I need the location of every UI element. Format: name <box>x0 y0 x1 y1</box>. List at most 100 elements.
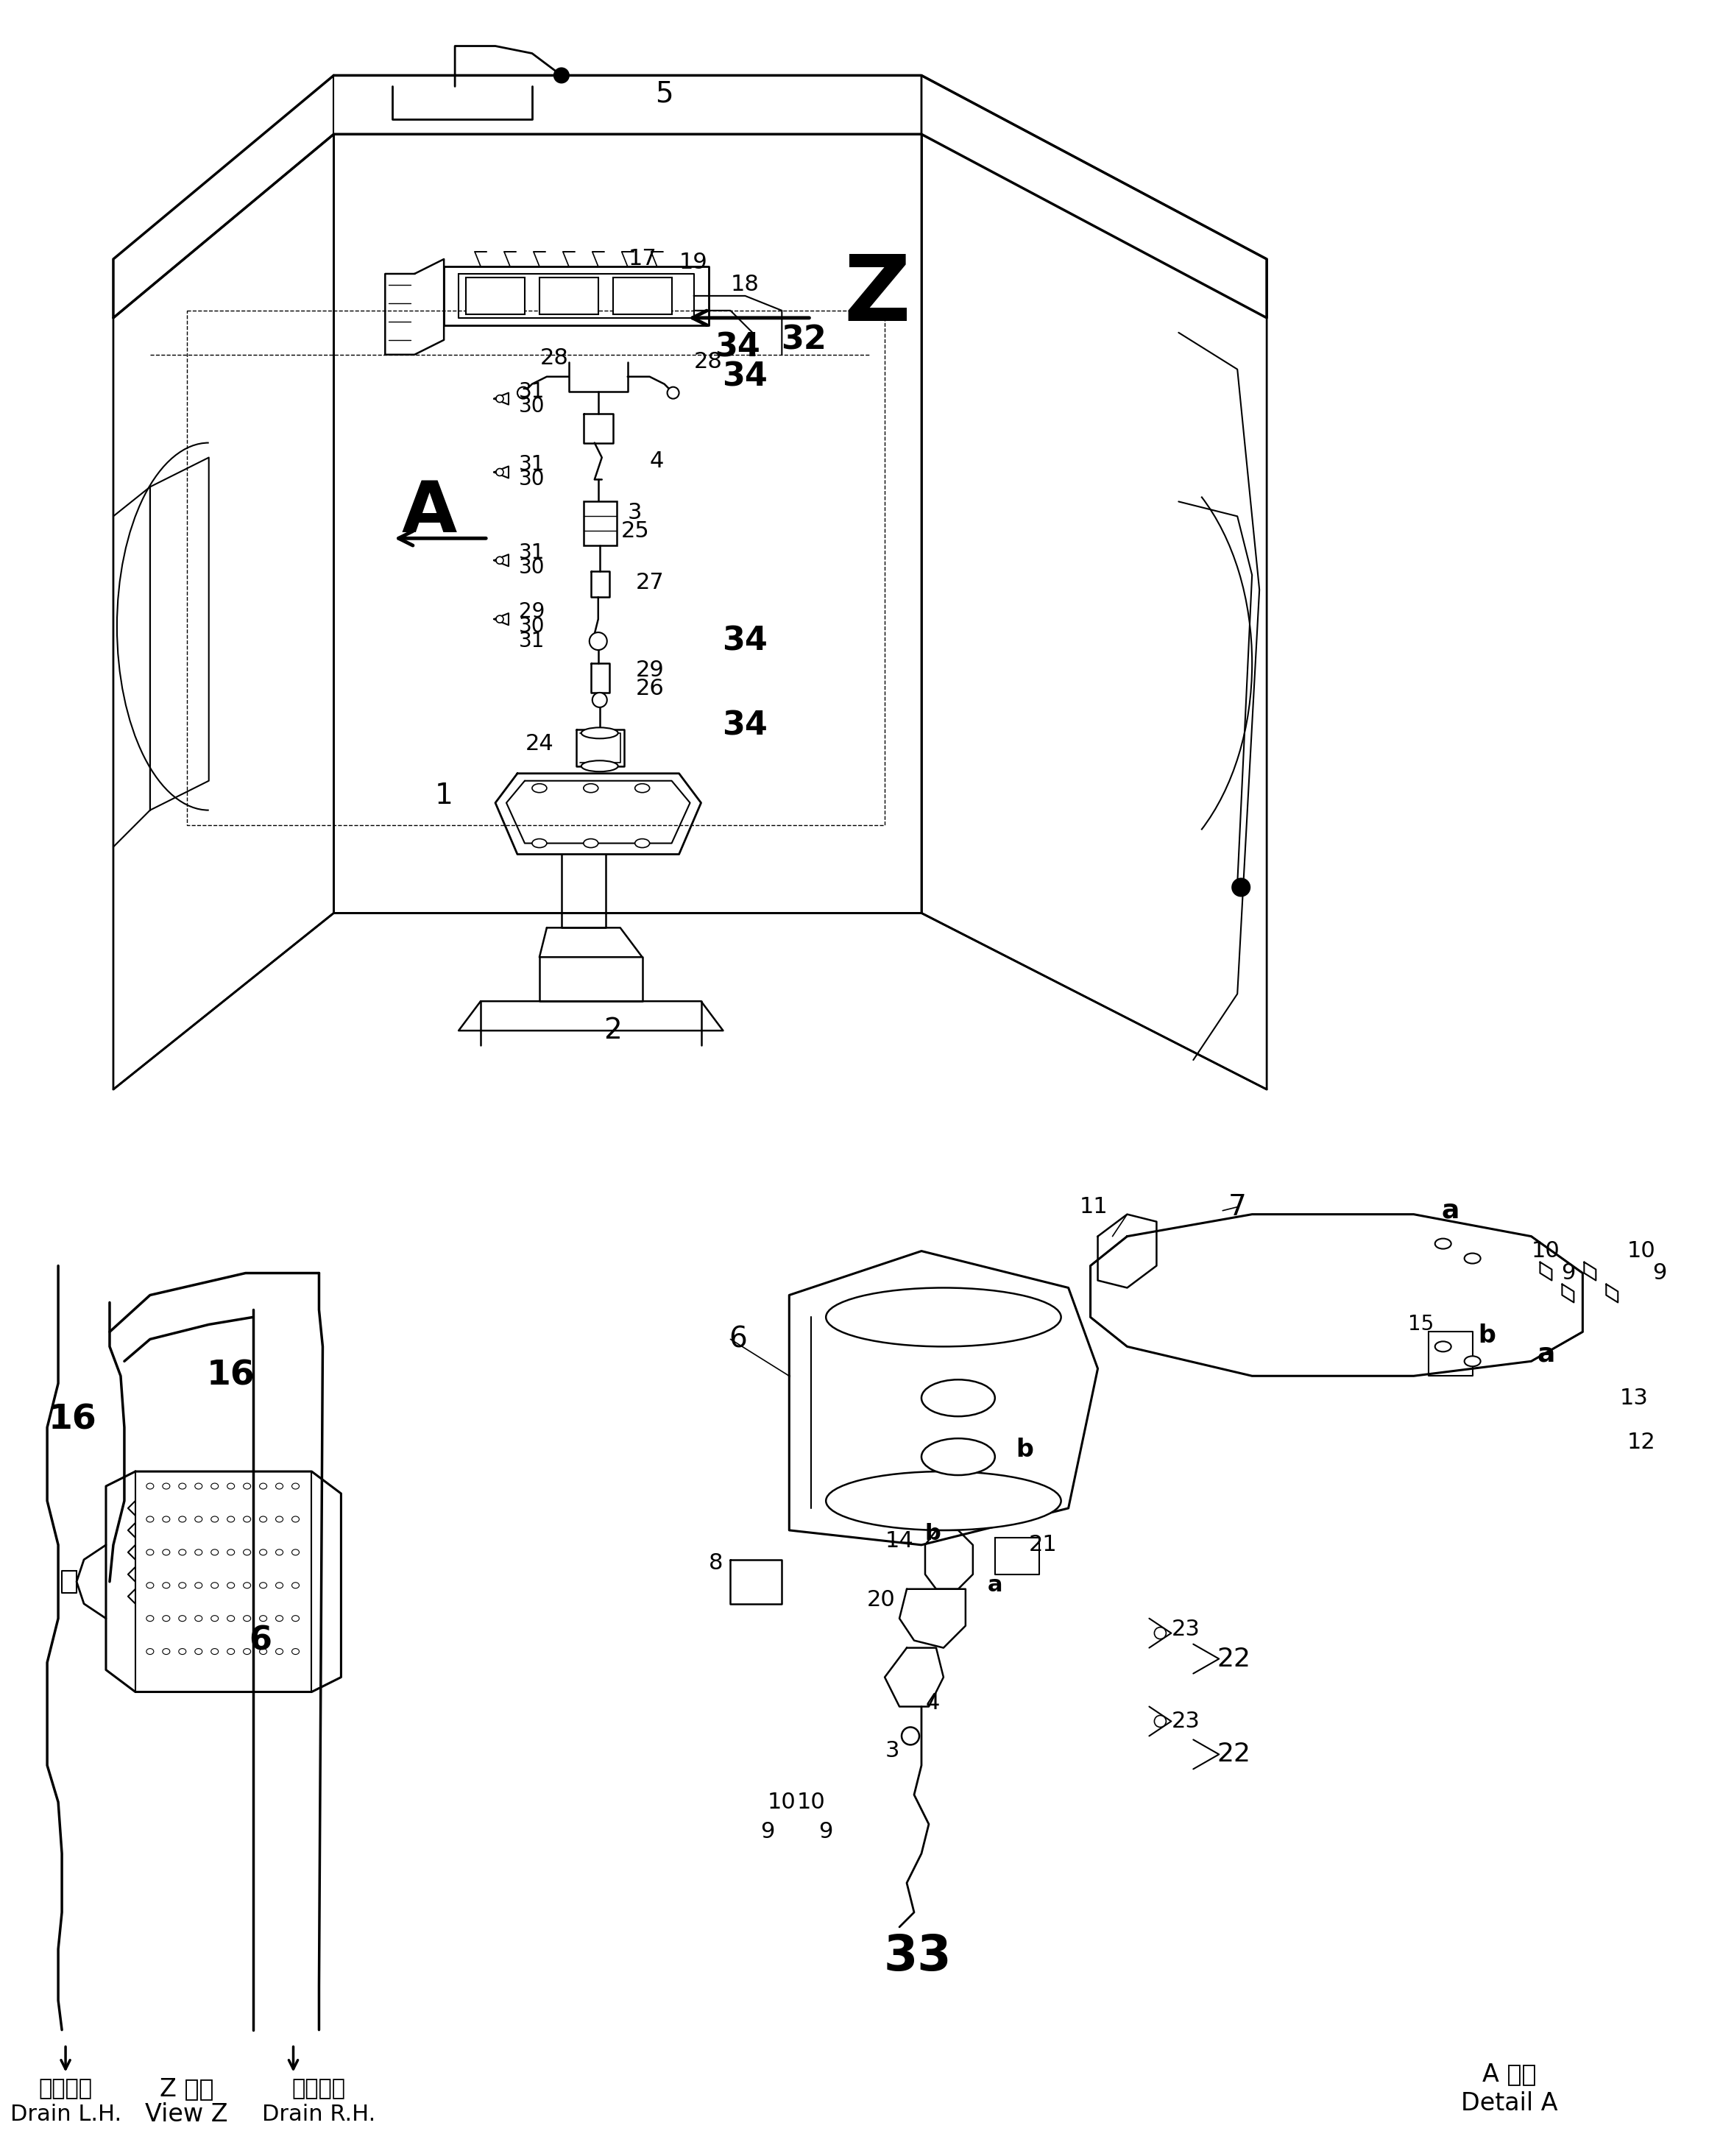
Text: ドレン左: ドレン左 <box>38 2078 92 2100</box>
Circle shape <box>590 632 607 649</box>
Ellipse shape <box>1465 1356 1481 1367</box>
Text: 3: 3 <box>628 502 642 524</box>
Text: 6: 6 <box>728 1326 747 1354</box>
Ellipse shape <box>260 1483 267 1490</box>
Ellipse shape <box>1436 1341 1451 1352</box>
Circle shape <box>517 386 529 399</box>
Ellipse shape <box>163 1615 170 1621</box>
Ellipse shape <box>825 1287 1061 1348</box>
Text: Drain L.H.: Drain L.H. <box>10 2104 121 2126</box>
Ellipse shape <box>179 1483 186 1490</box>
Ellipse shape <box>179 1550 186 1554</box>
Ellipse shape <box>635 785 650 793</box>
Ellipse shape <box>532 785 546 793</box>
Ellipse shape <box>581 761 617 772</box>
Ellipse shape <box>212 1516 218 1522</box>
Text: A: A <box>402 479 458 548</box>
Text: 25: 25 <box>621 520 649 541</box>
Ellipse shape <box>227 1516 234 1522</box>
Ellipse shape <box>825 1470 1061 1531</box>
Text: 28: 28 <box>539 347 569 369</box>
Text: 19: 19 <box>680 252 707 274</box>
Ellipse shape <box>194 1550 203 1554</box>
Ellipse shape <box>584 839 598 847</box>
Text: a: a <box>987 1574 1002 1595</box>
Text: 8: 8 <box>709 1552 723 1574</box>
Bar <box>612 278 671 315</box>
Ellipse shape <box>194 1516 203 1522</box>
Text: 10: 10 <box>798 1792 825 1813</box>
Text: 1: 1 <box>435 780 453 808</box>
Circle shape <box>1155 1628 1165 1639</box>
Text: 31: 31 <box>518 632 544 651</box>
Text: 5: 5 <box>655 80 673 108</box>
Ellipse shape <box>227 1583 234 1589</box>
Text: b: b <box>1016 1438 1033 1462</box>
Text: Drain R.H.: Drain R.H. <box>262 2104 376 2126</box>
Text: 30: 30 <box>518 397 544 416</box>
Ellipse shape <box>227 1550 234 1554</box>
Text: a: a <box>1536 1341 1555 1367</box>
Text: 22: 22 <box>1217 1647 1250 1671</box>
Ellipse shape <box>227 1649 234 1654</box>
Ellipse shape <box>921 1438 995 1475</box>
Text: 30: 30 <box>518 617 544 636</box>
Text: 24: 24 <box>525 733 553 755</box>
Text: 9: 9 <box>1561 1263 1574 1283</box>
Text: 9: 9 <box>759 1822 775 1841</box>
Ellipse shape <box>212 1583 218 1589</box>
Text: 15: 15 <box>1408 1315 1434 1335</box>
Ellipse shape <box>179 1583 186 1589</box>
Text: 29: 29 <box>635 660 664 681</box>
Circle shape <box>496 614 503 623</box>
Ellipse shape <box>243 1550 251 1554</box>
Text: 13: 13 <box>1620 1386 1649 1408</box>
Text: View Z: View Z <box>146 2102 229 2126</box>
Text: 11: 11 <box>1080 1197 1108 1218</box>
Ellipse shape <box>227 1483 234 1490</box>
Ellipse shape <box>243 1615 251 1621</box>
Ellipse shape <box>260 1550 267 1554</box>
Text: b: b <box>1479 1324 1496 1348</box>
Ellipse shape <box>584 785 598 793</box>
Ellipse shape <box>212 1483 218 1490</box>
Text: 2: 2 <box>603 1018 623 1046</box>
Ellipse shape <box>260 1516 267 1522</box>
Ellipse shape <box>212 1550 218 1554</box>
Ellipse shape <box>146 1649 154 1654</box>
Text: 27: 27 <box>635 571 664 593</box>
Circle shape <box>496 468 503 476</box>
Text: 30: 30 <box>518 558 544 578</box>
Ellipse shape <box>1436 1238 1451 1248</box>
Ellipse shape <box>212 1615 218 1621</box>
Ellipse shape <box>146 1550 154 1554</box>
Ellipse shape <box>163 1550 170 1554</box>
Ellipse shape <box>179 1516 186 1522</box>
Ellipse shape <box>212 1649 218 1654</box>
Ellipse shape <box>276 1649 283 1654</box>
Ellipse shape <box>179 1615 186 1621</box>
Text: Z: Z <box>844 252 910 341</box>
Text: 28: 28 <box>694 351 723 373</box>
Text: 34: 34 <box>714 332 761 362</box>
Ellipse shape <box>276 1615 283 1621</box>
Text: 9: 9 <box>1653 1263 1666 1283</box>
Text: 16: 16 <box>206 1360 255 1393</box>
Text: 6: 6 <box>250 1626 272 1656</box>
Ellipse shape <box>163 1583 170 1589</box>
Ellipse shape <box>243 1516 251 1522</box>
Text: 31: 31 <box>518 382 544 401</box>
Ellipse shape <box>146 1483 154 1490</box>
Text: 12: 12 <box>1626 1432 1656 1453</box>
Text: 34: 34 <box>723 709 768 742</box>
Text: 4: 4 <box>926 1692 940 1714</box>
Text: 23: 23 <box>1172 1619 1200 1641</box>
Text: 29: 29 <box>518 602 544 623</box>
Text: 34: 34 <box>723 625 768 658</box>
Text: 22: 22 <box>1217 1742 1250 1768</box>
Ellipse shape <box>163 1516 170 1522</box>
Ellipse shape <box>194 1583 203 1589</box>
Text: 16: 16 <box>49 1404 97 1436</box>
Ellipse shape <box>146 1615 154 1621</box>
Ellipse shape <box>532 839 546 847</box>
